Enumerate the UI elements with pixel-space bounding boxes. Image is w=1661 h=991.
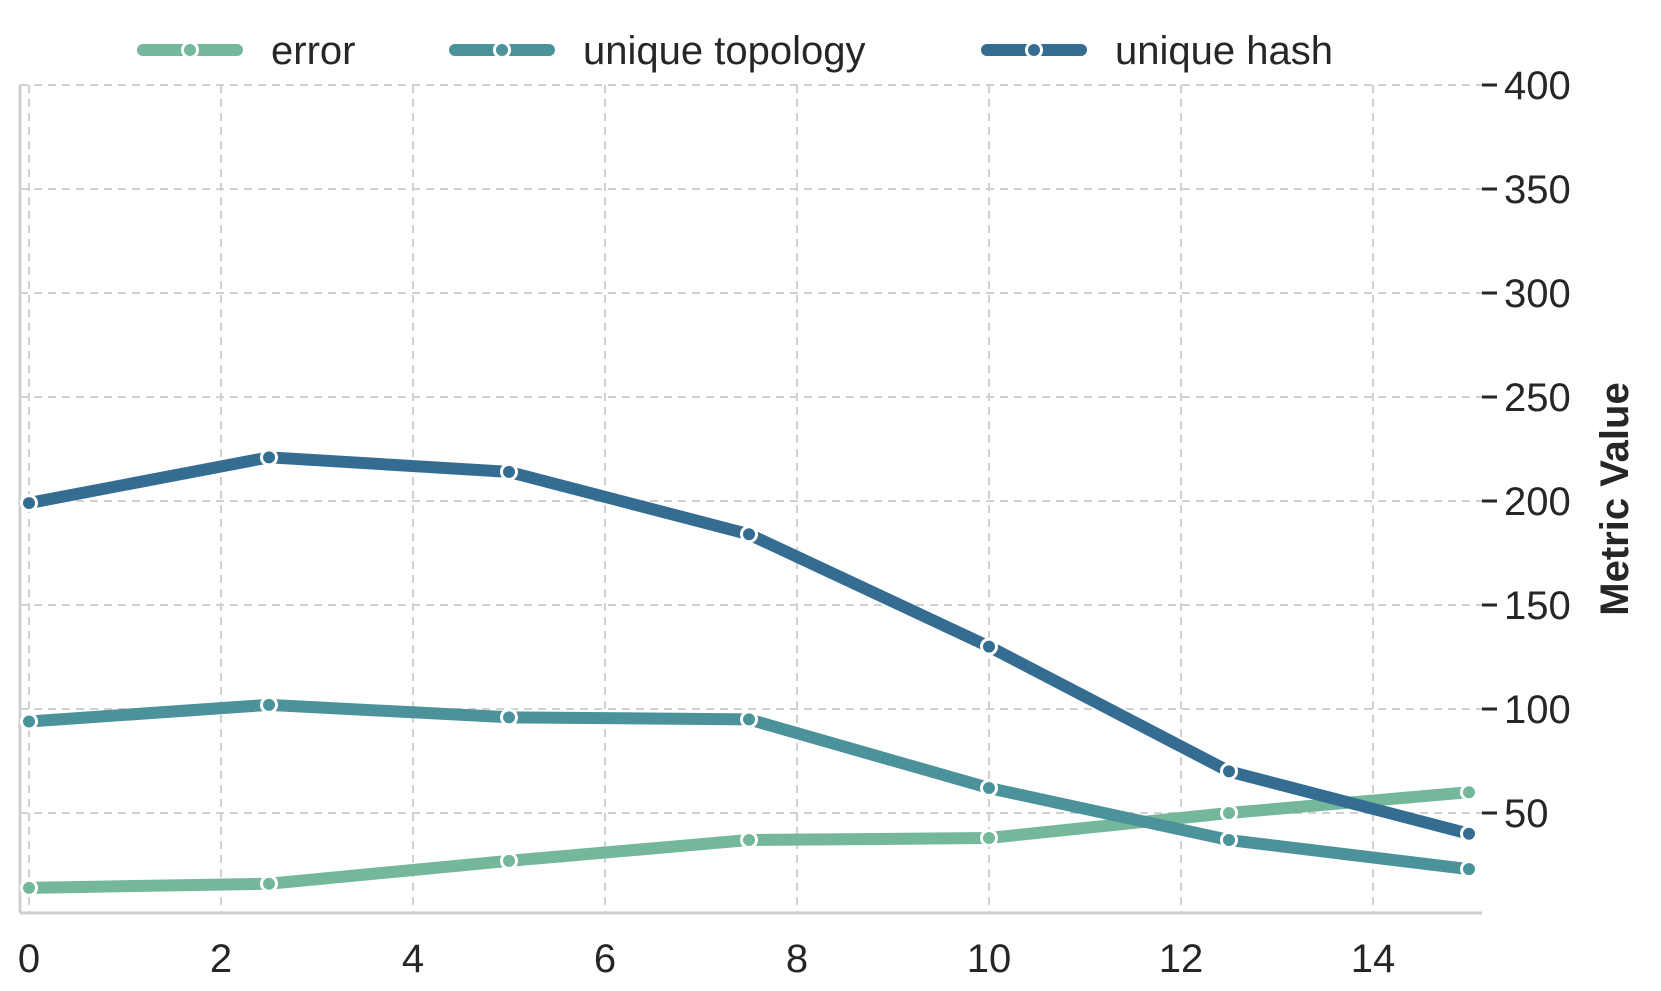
y-tick-label: 50 xyxy=(1504,792,1549,836)
y-tick-label: 300 xyxy=(1504,272,1571,316)
data-point-unique-topology xyxy=(1460,860,1478,879)
x-ticks: 0 2 4 6 8 10 12 14 xyxy=(18,937,1395,981)
data-point-unique-hash xyxy=(500,462,518,481)
data-point-unique-topology xyxy=(260,695,278,714)
data-point-unique-topology xyxy=(500,708,518,727)
y-ticks: 50 100 150 200 250 300 350 400 xyxy=(1482,64,1571,836)
data-point-unique-hash xyxy=(740,525,758,544)
series-line-unique-hash xyxy=(23,451,1475,840)
legend-marker-unique-topology xyxy=(493,41,511,59)
y-tick-label: 100 xyxy=(1504,688,1571,732)
axes xyxy=(18,85,1482,915)
legend-marker-error xyxy=(181,41,199,59)
data-point-unique-hash xyxy=(1460,824,1478,843)
legend: error unique topology unique hash xyxy=(137,29,1333,73)
y-tick-label: 150 xyxy=(1504,584,1571,628)
data-point-unique-topology xyxy=(740,710,758,729)
x-tick-label: 0 xyxy=(18,937,40,981)
x-tick-label: 8 xyxy=(786,937,808,981)
x-tick-label: 2 xyxy=(210,937,232,981)
data-point-unique-topology xyxy=(1220,831,1238,850)
y-tick-label: 400 xyxy=(1504,64,1571,108)
x-tick-label: 6 xyxy=(594,937,616,981)
x-tick-label: 4 xyxy=(402,937,424,981)
x-tick-label: 12 xyxy=(1159,937,1204,981)
grid xyxy=(20,84,1482,913)
data-point-error xyxy=(500,851,518,870)
data-point-error xyxy=(740,831,758,850)
legend-label-error: error xyxy=(271,29,355,73)
data-point-unique-topology xyxy=(980,779,998,798)
data-point-error xyxy=(1460,783,1478,802)
data-point-unique-hash xyxy=(1220,762,1238,781)
series-group xyxy=(20,448,1478,897)
data-point-error xyxy=(1220,804,1238,822)
data-point-error xyxy=(20,878,38,897)
y-tick-label: 200 xyxy=(1504,480,1571,524)
data-point-error xyxy=(260,874,278,893)
data-point-unique-topology xyxy=(20,712,38,731)
legend-marker-unique-hash xyxy=(1025,41,1043,59)
y-tick-label: 350 xyxy=(1504,168,1571,212)
y-axis-title: Metric Value xyxy=(1593,382,1637,615)
legend-label-unique-hash: unique hash xyxy=(1115,29,1333,73)
data-point-unique-hash xyxy=(20,494,38,513)
x-tick-label: 10 xyxy=(967,937,1012,981)
legend-label-unique-topology: unique topology xyxy=(583,29,865,73)
x-tick-label: 14 xyxy=(1351,937,1396,981)
data-point-unique-hash xyxy=(260,448,278,467)
data-point-error xyxy=(980,828,998,847)
data-point-unique-hash xyxy=(980,637,998,656)
y-tick-label: 250 xyxy=(1504,376,1571,420)
